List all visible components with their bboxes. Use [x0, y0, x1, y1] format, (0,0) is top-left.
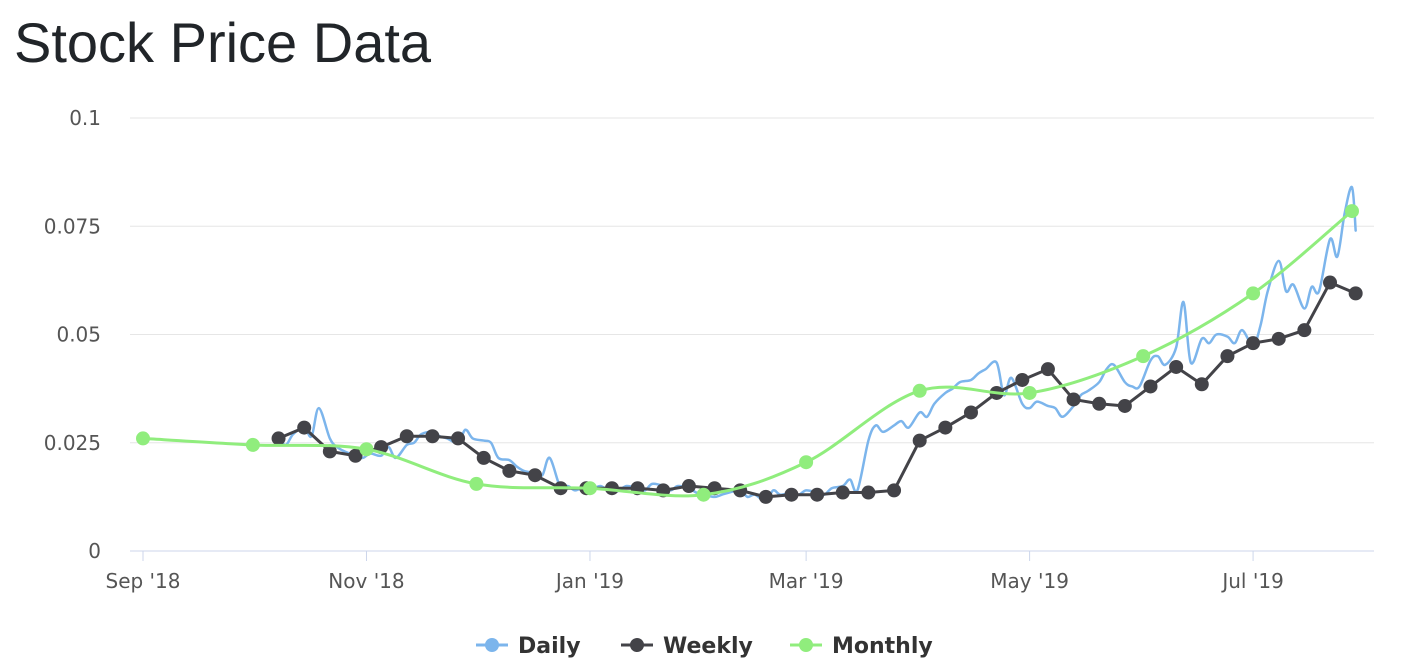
x-tick-label: May '19: [990, 569, 1069, 593]
series-line-weekly: [277, 281, 1358, 499]
legend-item-daily[interactable]: Daily: [476, 634, 581, 659]
legend-label-weekly: Weekly: [663, 634, 753, 659]
x-tick-label: Nov '18: [328, 569, 404, 593]
weekly-data-point[interactable]: [810, 487, 825, 502]
legend-item-weekly[interactable]: Weekly: [621, 634, 753, 659]
legend-label-daily: Daily: [518, 634, 581, 659]
weekly-data-point[interactable]: [1066, 392, 1081, 407]
weekly-data-point[interactable]: [399, 429, 414, 444]
weekly-data-point[interactable]: [784, 487, 799, 502]
weekly-data-point[interactable]: [1246, 336, 1261, 351]
x-tick-label: Sep '18: [106, 569, 181, 593]
y-tick-label: 0.05: [56, 323, 101, 347]
page-title: Stock Price Data: [14, 11, 432, 74]
weekly-data-point[interactable]: [681, 479, 696, 494]
monthly-data-point[interactable]: [469, 476, 484, 491]
weekly-data-point[interactable]: [835, 485, 850, 500]
legend-marker-monthly: [799, 638, 813, 652]
legend-item-monthly[interactable]: Monthly: [790, 634, 933, 659]
legend-marker-weekly: [630, 638, 644, 652]
weekly-data-point[interactable]: [1117, 398, 1132, 413]
monthly-data-point[interactable]: [1136, 349, 1151, 364]
monthly-data-point[interactable]: [245, 437, 260, 452]
x-tick-label: Jan '19: [554, 569, 624, 593]
weekly-data-point[interactable]: [528, 468, 543, 483]
legend-label-monthly: Monthly: [832, 634, 933, 659]
weekly-data-point[interactable]: [912, 433, 927, 448]
monthly-data-point[interactable]: [799, 455, 814, 470]
x-tick-label: Mar '19: [769, 569, 844, 593]
chart-series: [136, 185, 1363, 504]
series-line-daily: [277, 185, 1357, 503]
weekly-data-point[interactable]: [1220, 349, 1235, 364]
chart-legend[interactable]: Daily Weekly Monthly: [476, 634, 933, 659]
weekly-data-point[interactable]: [758, 489, 773, 504]
weekly-data-point[interactable]: [476, 450, 491, 465]
monthly-data-point[interactable]: [359, 442, 374, 457]
weekly-data-point[interactable]: [271, 431, 286, 446]
monthly-data-point[interactable]: [582, 481, 597, 496]
series-weekly: [271, 275, 1363, 504]
weekly-data-point[interactable]: [1169, 359, 1184, 374]
weekly-data-point[interactable]: [963, 405, 978, 420]
y-axis-tick-labels: 0 0.025 0.05 0.075 0.1: [44, 106, 101, 563]
monthly-data-point[interactable]: [136, 431, 150, 446]
y-tick-label: 0.1: [69, 106, 101, 130]
monthly-data-point[interactable]: [696, 487, 711, 502]
weekly-data-point[interactable]: [1271, 331, 1286, 346]
monthly-data-point[interactable]: [912, 383, 927, 398]
y-tick-label: 0.025: [44, 431, 101, 455]
monthly-data-point[interactable]: [1246, 286, 1261, 301]
weekly-data-point[interactable]: [502, 463, 517, 478]
weekly-data-point[interactable]: [1015, 372, 1030, 387]
weekly-data-point[interactable]: [861, 485, 876, 500]
monthly-data-point[interactable]: [1022, 385, 1037, 400]
weekly-data-point[interactable]: [425, 429, 440, 444]
weekly-data-point[interactable]: [1092, 396, 1107, 411]
series-daily: [277, 185, 1357, 503]
y-tick-label: 0: [88, 539, 101, 563]
weekly-data-point[interactable]: [1040, 362, 1055, 377]
weekly-data-point[interactable]: [1194, 377, 1209, 392]
weekly-data-point[interactable]: [1143, 379, 1158, 394]
weekly-data-point[interactable]: [1297, 323, 1312, 338]
weekly-data-point[interactable]: [887, 483, 902, 498]
weekly-data-point[interactable]: [1348, 286, 1363, 301]
weekly-data-point[interactable]: [1323, 275, 1338, 290]
legend-marker-daily: [485, 638, 499, 652]
weekly-data-point[interactable]: [348, 448, 363, 463]
y-tick-label: 0.075: [44, 214, 101, 238]
weekly-data-point[interactable]: [938, 420, 953, 435]
weekly-data-point[interactable]: [322, 444, 337, 459]
x-tick-label: Jul '19: [1220, 569, 1283, 593]
weekly-data-point[interactable]: [297, 420, 312, 435]
chart-gridlines: [130, 117, 1374, 444]
monthly-data-point[interactable]: [1345, 204, 1359, 219]
x-axis-ticks: Sep '18 Nov '18 Jan '19 Mar '19 May '19 Jul '…: [106, 551, 1284, 593]
series-monthly: [136, 204, 1359, 502]
weekly-data-point[interactable]: [451, 431, 466, 446]
